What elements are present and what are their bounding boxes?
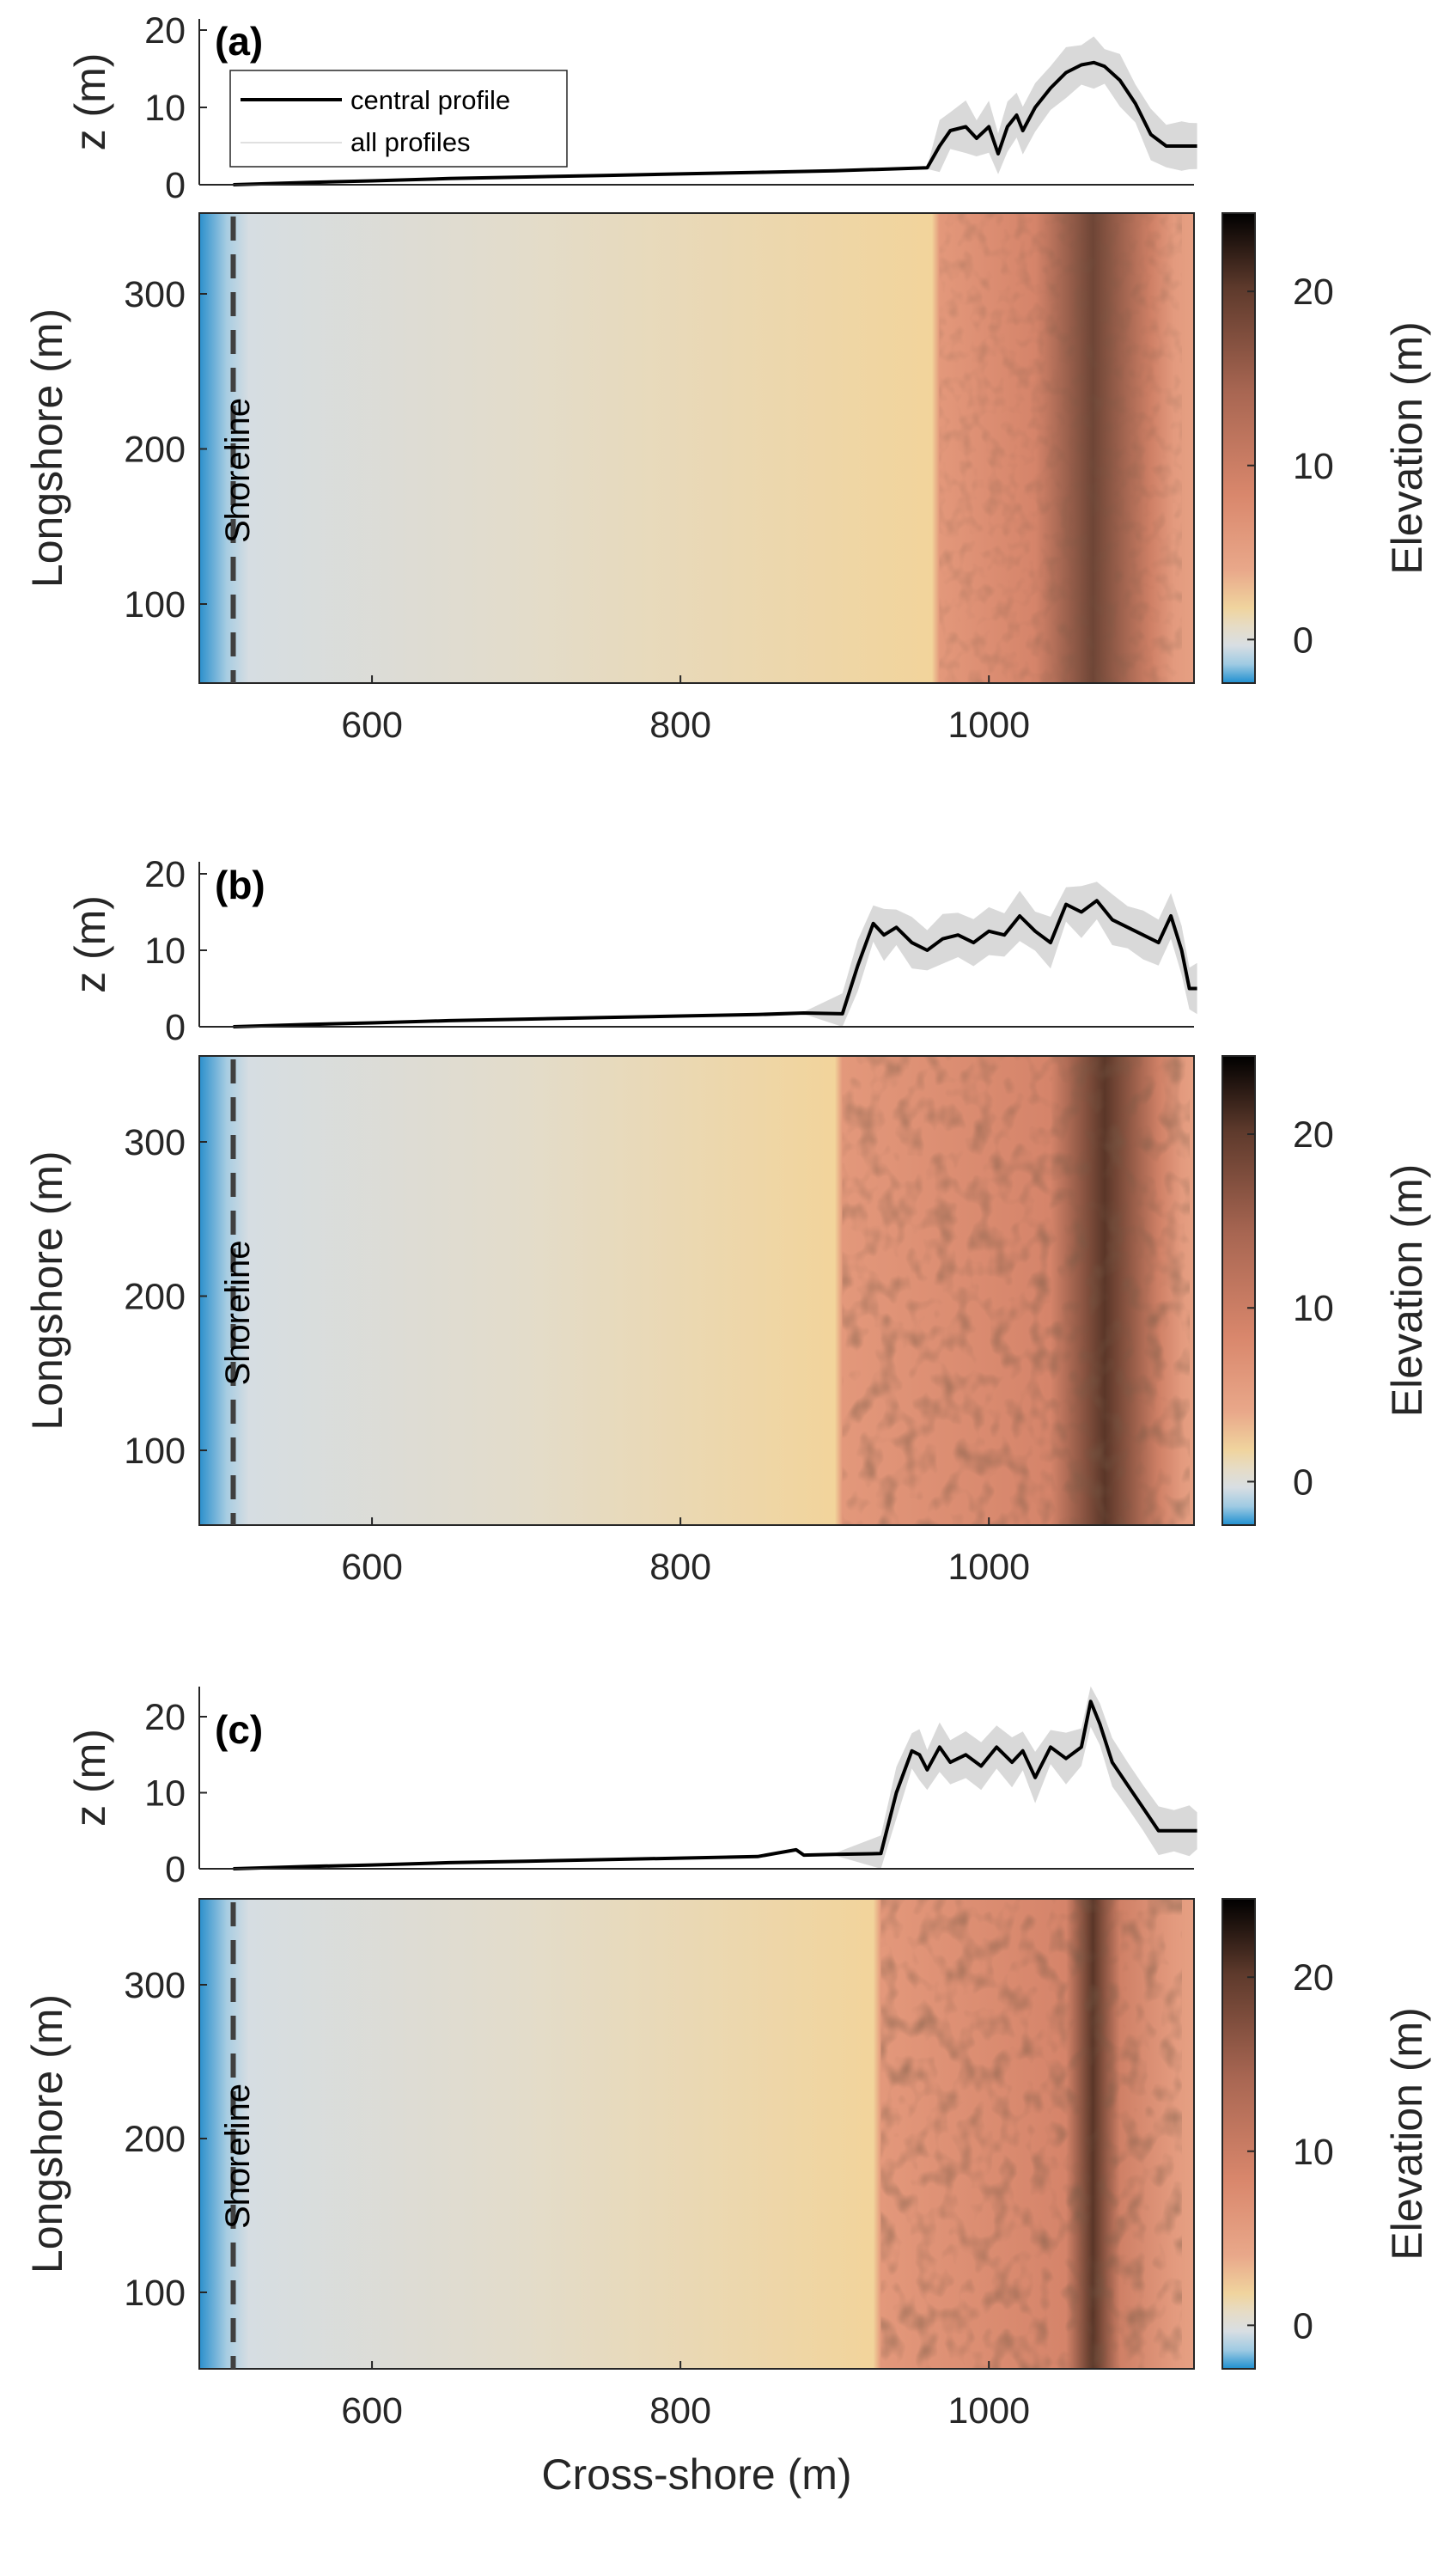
map-y-tick-label: 100 <box>124 584 186 625</box>
map-x-tick-label: 1000 <box>947 1547 1030 1588</box>
all-profiles-envelope <box>233 36 1197 186</box>
map-y-tick-label: 100 <box>124 1431 186 1472</box>
colorbar-tick-label: 20 <box>1293 1957 1334 1999</box>
map-x-tick-label: 1000 <box>947 705 1030 746</box>
map-y-tick-label: 200 <box>124 430 186 471</box>
central-profile-line <box>233 899 1197 1028</box>
x-axis-label: Cross-shore (m) <box>541 2450 851 2499</box>
map-y-tick-label: 300 <box>124 1965 186 2006</box>
shoreline-label: Shoreline <box>219 2084 257 2229</box>
map-y-tick-label: 200 <box>124 1277 186 1318</box>
profile-y-tick-label: 20 <box>144 1697 186 1738</box>
colorbar-label: Elevation (m) <box>1383 321 1431 575</box>
map-y-tick-label: 300 <box>124 274 186 315</box>
map-x-tick-label: 600 <box>341 705 403 746</box>
panel-label: (c) <box>215 1707 263 1752</box>
colorbar-tick-label: 10 <box>1293 2132 1334 2173</box>
central-profile-line <box>233 60 1197 186</box>
map-frame <box>198 1055 1195 1526</box>
profile-y-tick-label: 20 <box>144 10 186 52</box>
colorbar-tick-label: 0 <box>1293 2305 1313 2346</box>
map-x-tick-label: 600 <box>341 1547 403 1588</box>
legend-central-label: central profile <box>350 85 510 115</box>
profile-y-tick-label: 10 <box>144 88 186 129</box>
colorbar <box>1221 1055 1256 1526</box>
map-x-tick-label: 600 <box>341 2390 403 2432</box>
colorbar-tick-label: 20 <box>1293 1114 1334 1156</box>
panel-label: (b) <box>215 863 265 907</box>
legend-all-label: all profiles <box>350 127 471 157</box>
profile-y-tick-label: 10 <box>144 931 186 972</box>
map-y-tick-label: 300 <box>124 1122 186 1163</box>
profile-y-tick-label: 0 <box>165 1007 186 1048</box>
map-frame <box>198 1898 1195 2370</box>
colorbar-tick-label: 20 <box>1293 272 1334 313</box>
colorbar <box>1221 1898 1256 2370</box>
all-profiles-envelope <box>233 1686 1197 1869</box>
map-y-label: Longshore (m) <box>23 1994 71 2273</box>
colorbar-tick-label: 10 <box>1293 1288 1334 1329</box>
all-profiles-envelope <box>233 882 1197 1027</box>
profile-y-tick-label: 20 <box>144 854 186 895</box>
central-profile-line <box>233 1700 1197 1870</box>
dune-texture <box>939 213 1182 683</box>
shoreline-label: Shoreline <box>219 398 257 543</box>
map-y-tick-label: 200 <box>124 2119 186 2160</box>
map-y-tick-label: 100 <box>124 2273 186 2314</box>
profile-y-label: z (m) <box>66 1729 114 1827</box>
panel-label: (a) <box>215 19 263 64</box>
map-x-tick-label: 800 <box>649 2390 711 2432</box>
map-x-tick-label: 1000 <box>947 2390 1030 2432</box>
colorbar-label: Elevation (m) <box>1383 1164 1431 1418</box>
colorbar-tick-label: 0 <box>1293 619 1313 661</box>
dune-texture <box>880 1899 1182 2369</box>
profile-y-tick-label: 0 <box>165 165 186 206</box>
legend-box <box>229 70 568 168</box>
profile-y-tick-label: 10 <box>144 1773 186 1815</box>
map-x-tick-label: 800 <box>649 1547 711 1588</box>
profile-y-tick-label: 0 <box>165 1849 186 1890</box>
dune-texture <box>842 1056 1190 1525</box>
shoreline-label: Shoreline <box>219 1240 257 1385</box>
colorbar-label: Elevation (m) <box>1383 2007 1431 2261</box>
profile-y-label: z (m) <box>66 895 114 993</box>
colorbar <box>1221 212 1256 684</box>
map-y-label: Longshore (m) <box>23 308 71 588</box>
colorbar-tick-label: 10 <box>1293 446 1334 487</box>
map-x-tick-label: 800 <box>649 705 711 746</box>
colorbar-tick-label: 0 <box>1293 1462 1313 1503</box>
profile-y-label: z (m) <box>66 53 114 151</box>
map-y-label: Longshore (m) <box>23 1150 71 1430</box>
